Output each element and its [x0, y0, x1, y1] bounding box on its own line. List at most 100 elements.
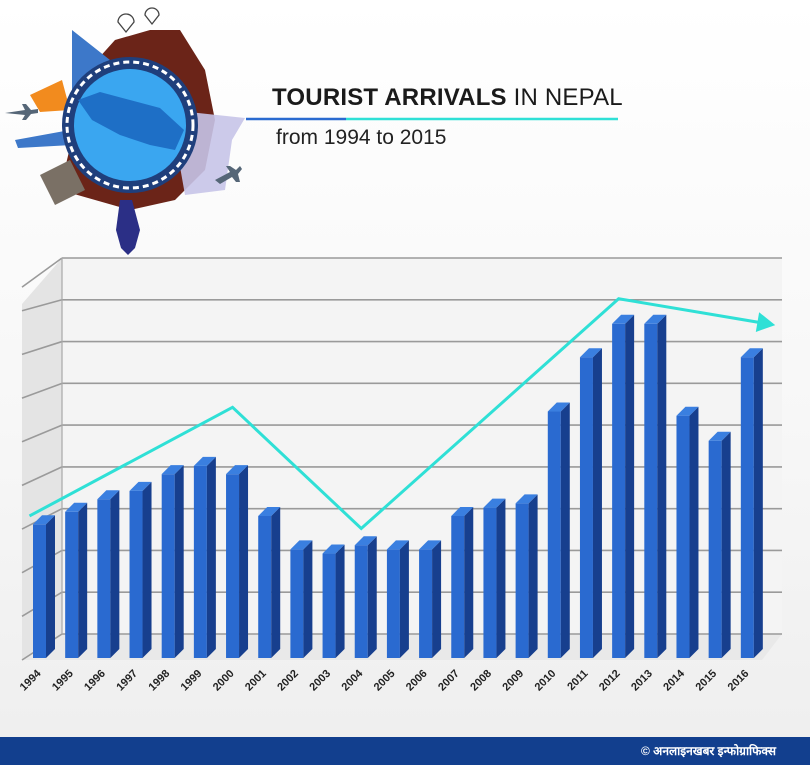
bar-side	[657, 314, 667, 658]
bar-front	[290, 549, 304, 658]
bar-front	[33, 524, 46, 658]
bar-front	[483, 507, 497, 658]
bar-front	[258, 515, 272, 658]
bar-top	[644, 314, 667, 324]
bar-top	[258, 506, 281, 516]
plane-icon	[5, 104, 38, 120]
bar-top	[515, 494, 538, 504]
bar-front	[612, 323, 626, 658]
title-block: TOURIST ARRIVALS IN NEPAL from 1994 to 2…	[246, 84, 672, 150]
x-tick-label: 2006	[404, 668, 430, 694]
nepal-travel-logo	[5, 7, 245, 255]
bar-front	[65, 511, 79, 658]
x-tick-label: 2009	[500, 668, 526, 694]
bar-top	[612, 314, 635, 324]
bar-side	[399, 540, 409, 658]
x-tick-label: 2007	[436, 668, 462, 694]
trend-arrowhead	[755, 312, 776, 332]
bar-side	[271, 506, 281, 658]
bar-front	[579, 357, 593, 658]
gridline-side	[21, 424, 63, 443]
bar-side	[303, 540, 313, 658]
title-light-part: IN NEPAL	[506, 84, 623, 111]
bar-side	[625, 314, 635, 658]
bar-front	[451, 515, 465, 658]
bar-top	[65, 502, 88, 512]
bar-front	[547, 411, 561, 658]
x-tick-label: 2013	[629, 668, 655, 694]
bar-side	[335, 544, 345, 658]
nepal-map-icon	[78, 92, 184, 150]
bar-top	[354, 536, 377, 546]
x-tick-label: 2014	[661, 667, 687, 693]
x-tick-label: 2015	[693, 668, 719, 694]
bar-side	[528, 494, 538, 658]
x-tick-label: 2016	[726, 668, 752, 694]
footer-bar: © अनलाइनखबर इन्फोग्राफिक्स	[0, 737, 810, 765]
bar-front	[676, 415, 690, 658]
bar-top	[226, 465, 249, 475]
blue-wing-shape	[15, 130, 72, 148]
bar-side	[110, 490, 120, 658]
x-tick-label: 2003	[307, 668, 333, 694]
bar-side	[689, 406, 699, 658]
bar-top	[483, 498, 506, 508]
temple-shape	[40, 160, 85, 205]
bar-side	[753, 348, 763, 658]
gridline-side	[21, 257, 63, 288]
bar-front	[386, 549, 400, 658]
bar-top	[740, 348, 763, 358]
bar-side	[464, 506, 474, 658]
bar-front	[515, 503, 529, 658]
bar-top	[708, 431, 731, 441]
parachute-icon	[117, 13, 135, 34]
title-bold-part: TOURIST ARRIVALS	[272, 84, 507, 111]
bar-side	[239, 465, 249, 658]
bar-side	[78, 502, 88, 658]
gridline-side	[21, 340, 63, 356]
footer-credit: © अनलाइनखबर इन्फोग्राफिक्स	[640, 744, 776, 758]
bar-side	[367, 536, 377, 658]
bar-top	[547, 402, 570, 412]
bar-top	[193, 456, 216, 466]
bar-side	[46, 515, 55, 658]
x-tick-label: 1999	[179, 668, 205, 694]
bar-side	[592, 348, 602, 658]
bar-chart: 1994 1995 1996 1997 1998 1999 2000 2001 2002 2003…	[18, 257, 782, 694]
x-tick-label: 2005	[372, 668, 398, 694]
x-tick-label: 2010	[533, 668, 559, 694]
gridline-side	[21, 299, 63, 312]
bar-front	[740, 357, 754, 658]
x-tick-label: 1997	[114, 668, 140, 694]
bar-front	[322, 553, 336, 658]
bar-front	[161, 474, 175, 658]
bar-top	[386, 540, 409, 550]
bar-front	[354, 545, 368, 658]
bar-front	[226, 474, 240, 658]
globe-outer	[65, 60, 195, 190]
x-tick-label: 2001	[243, 668, 269, 694]
x-tick-label: 1994	[18, 667, 44, 693]
chart-subtitle: from 1994 to 2015	[276, 126, 447, 149]
bar-front	[193, 465, 207, 658]
x-tick-label: 2011	[565, 668, 590, 693]
x-tick-label: 1996	[82, 668, 108, 694]
bar-front	[644, 323, 658, 658]
stupa-shape	[116, 200, 140, 255]
trend-line	[28, 297, 768, 531]
bar-side	[142, 481, 152, 658]
plane-icon-2	[215, 166, 242, 184]
bar-top	[97, 490, 120, 500]
gridline-side	[21, 466, 63, 487]
bar-top	[33, 515, 55, 525]
bar-front	[129, 490, 143, 658]
bar-top	[161, 465, 184, 475]
bar-top	[451, 506, 474, 516]
orange-roof-shape	[30, 80, 70, 112]
x-tick-label: 1995	[50, 668, 76, 694]
x-tick-label: 2004	[340, 667, 366, 693]
x-tick-label: 1998	[147, 668, 173, 694]
bar-side	[432, 540, 442, 658]
bar-top	[579, 348, 602, 358]
